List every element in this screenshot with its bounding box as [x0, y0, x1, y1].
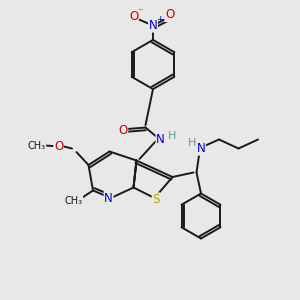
Text: N: N [156, 133, 165, 146]
Text: N: N [148, 19, 158, 32]
Text: N: N [196, 142, 206, 155]
Text: O: O [54, 140, 63, 153]
Text: H: H [188, 137, 196, 148]
Text: N: N [104, 191, 113, 205]
Text: O: O [165, 8, 174, 22]
Text: ⁻: ⁻ [137, 7, 143, 17]
Text: CH₃: CH₃ [64, 196, 82, 206]
Text: S: S [152, 193, 160, 206]
Text: H: H [168, 131, 176, 141]
Text: O: O [118, 124, 127, 137]
Text: CH₃: CH₃ [28, 140, 46, 151]
Text: +: + [156, 15, 163, 24]
Text: O: O [129, 10, 138, 23]
